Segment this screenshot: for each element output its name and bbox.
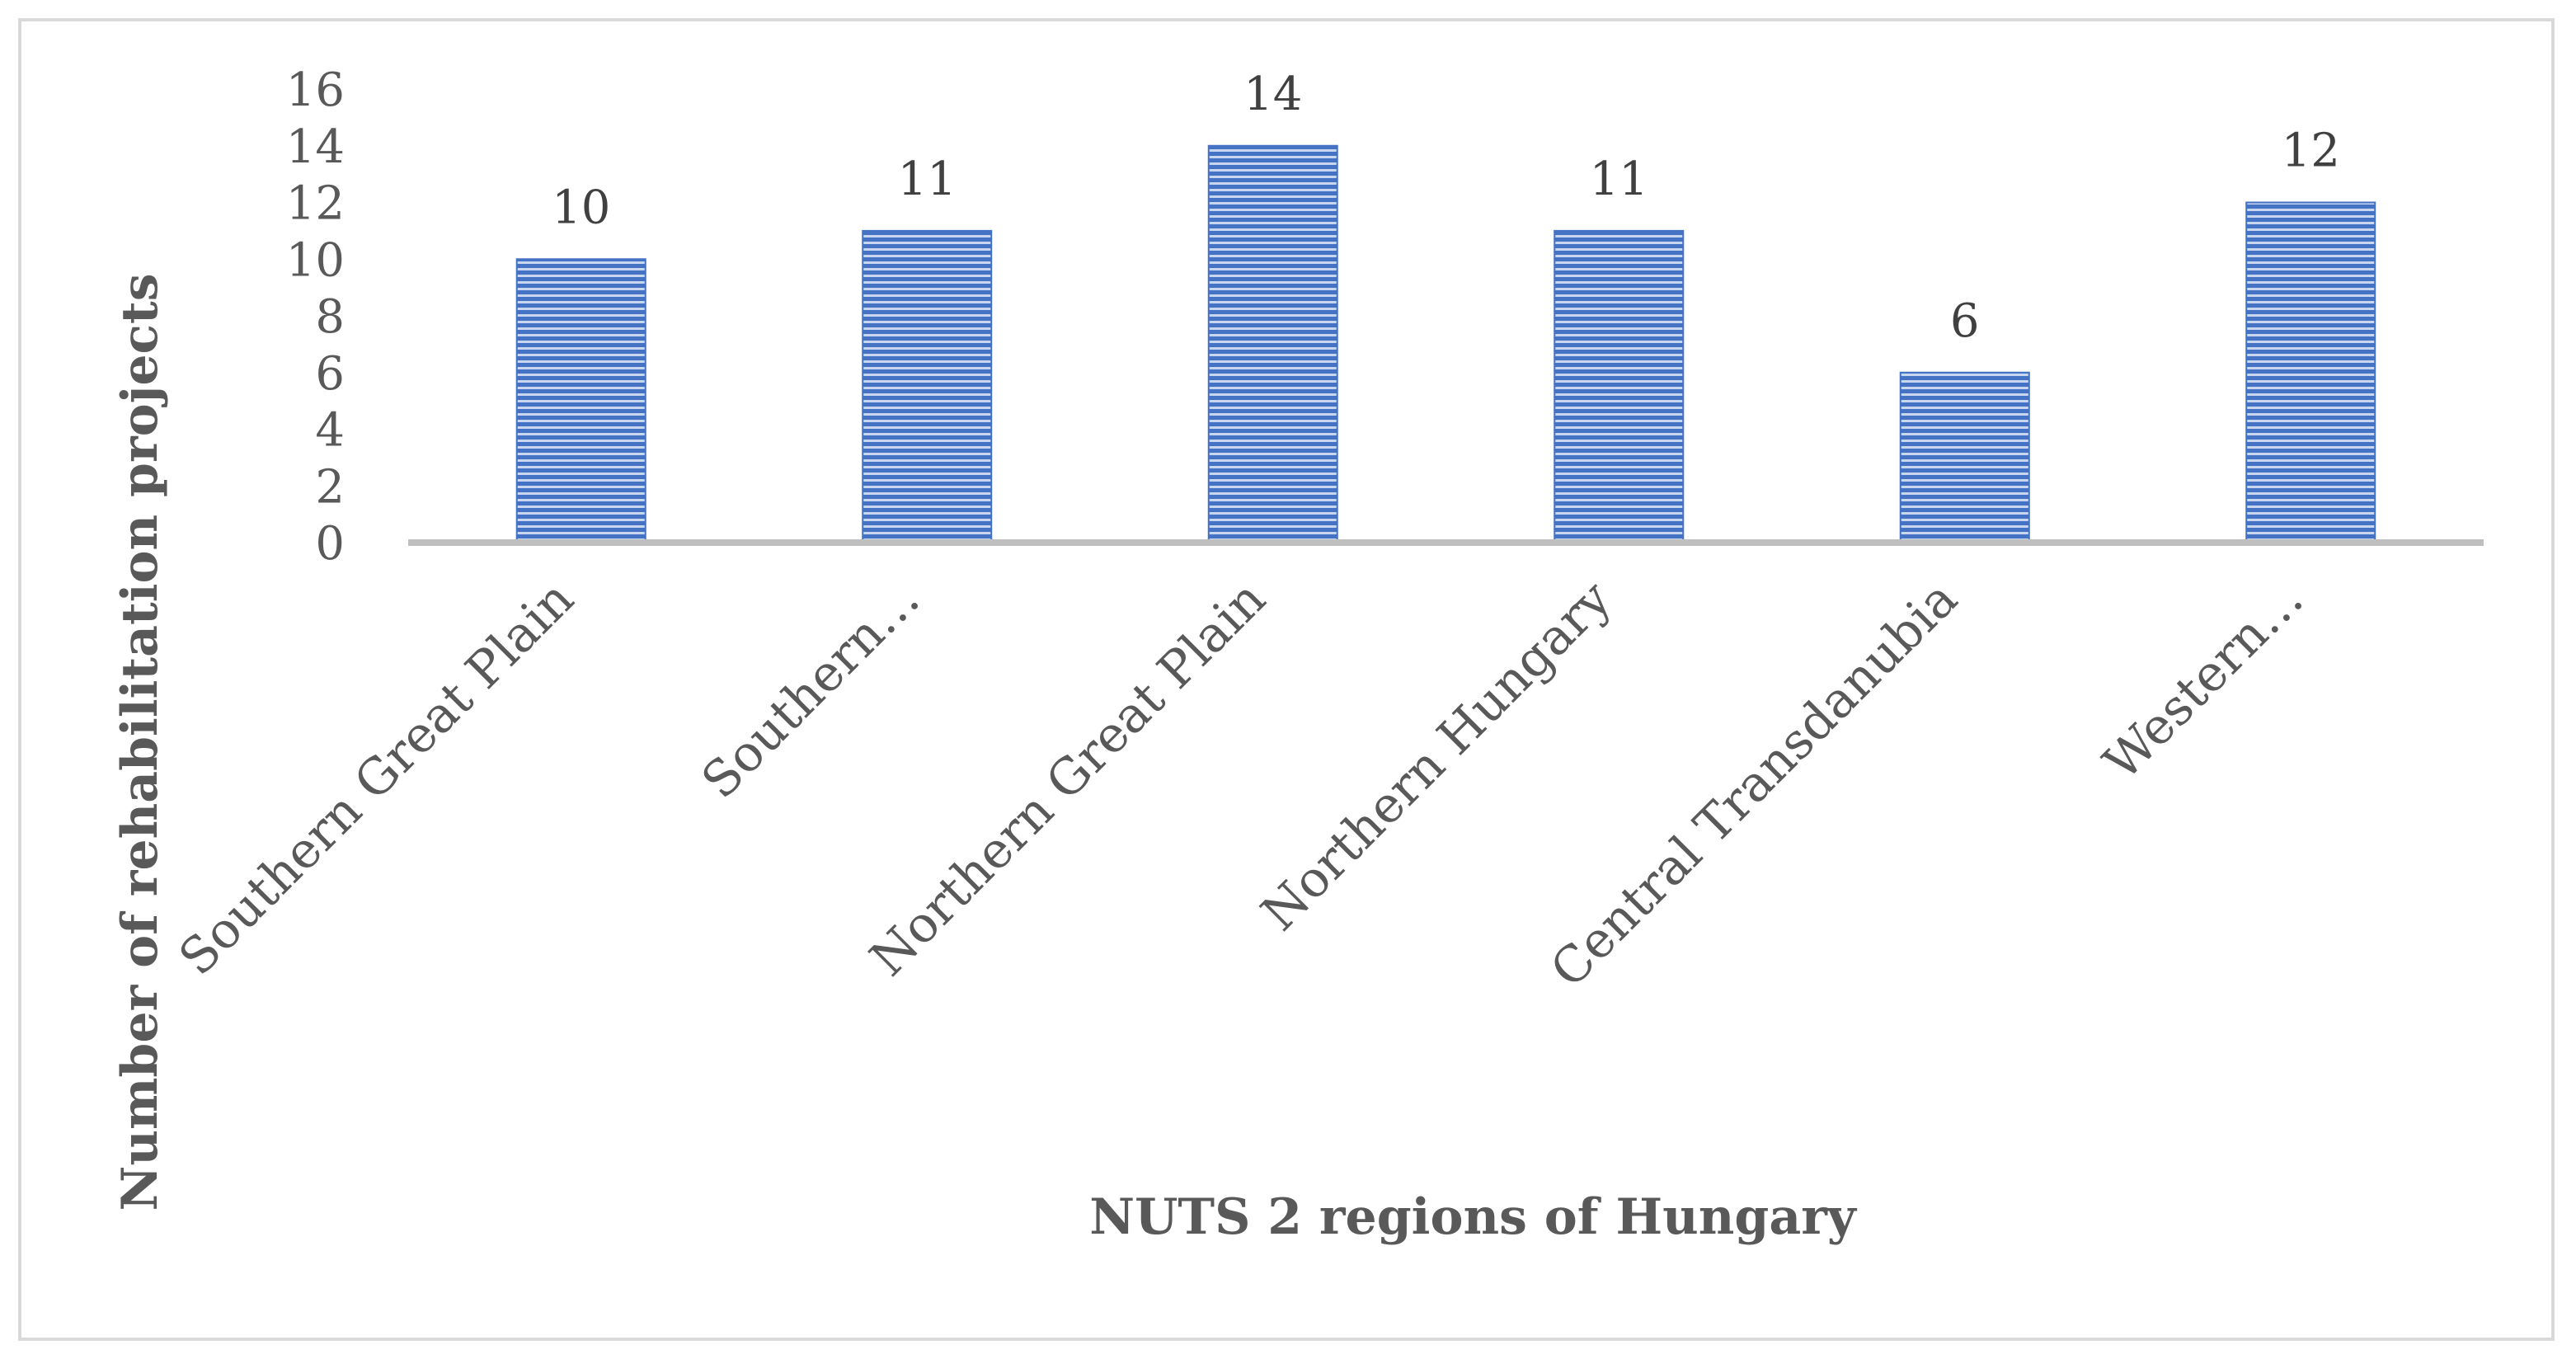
x-axis-title: NUTS 2 regions of Hungary bbox=[1089, 1188, 1858, 1246]
y-tick-label: 0 bbox=[315, 517, 345, 571]
x-axis-category-labels: Southern Great Plain Southern…Northern Gr… bbox=[168, 570, 2315, 999]
data-label: 10 bbox=[552, 181, 610, 234]
x-tick-label: Northern Great Plain bbox=[859, 570, 1276, 987]
data-label: 11 bbox=[1590, 153, 1648, 206]
bar bbox=[1554, 229, 1685, 543]
x-tick-label: Central Transdanubia bbox=[1539, 570, 1968, 999]
data-labels: 10 11 14 11 6 12 bbox=[552, 68, 2340, 348]
bar bbox=[1207, 144, 1338, 543]
x-tick-label: Northern Hungary bbox=[1250, 570, 1622, 942]
bar bbox=[1899, 371, 2030, 543]
y-tick-label: 12 bbox=[286, 177, 345, 231]
y-axis-title: Number of rehabilitation projects bbox=[111, 273, 169, 1211]
data-label: 11 bbox=[898, 153, 957, 206]
y-tick-label: 16 bbox=[286, 63, 345, 117]
y-tick-label: 10 bbox=[286, 233, 345, 287]
x-tick-label: Southern… bbox=[691, 570, 931, 810]
data-label: 12 bbox=[2282, 125, 2340, 178]
y-tick-label: 4 bbox=[315, 404, 345, 458]
y-tick-label: 14 bbox=[286, 120, 345, 174]
x-tick-label: Southern Great Plain bbox=[168, 570, 585, 986]
x-tick-label: Western… bbox=[2093, 570, 2315, 792]
bar bbox=[2245, 201, 2376, 543]
y-tick-label: 8 bbox=[315, 290, 345, 344]
data-label: 14 bbox=[1243, 68, 1302, 121]
y-tick-label: 2 bbox=[315, 460, 345, 514]
y-tick-label: 6 bbox=[315, 347, 345, 401]
bar bbox=[515, 258, 646, 543]
data-label: 6 bbox=[1950, 294, 1980, 348]
bar bbox=[862, 229, 993, 543]
bars bbox=[515, 144, 2376, 543]
